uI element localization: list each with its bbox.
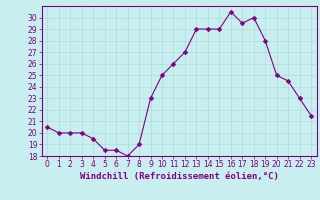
X-axis label: Windchill (Refroidissement éolien,°C): Windchill (Refroidissement éolien,°C) — [80, 172, 279, 181]
